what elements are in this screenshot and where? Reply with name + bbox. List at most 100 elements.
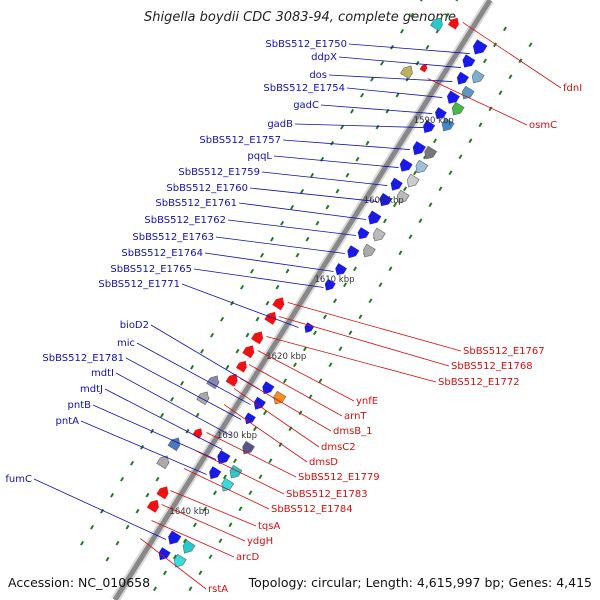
forward-context-block-8 [396,189,410,204]
reverse-gene-3 [272,297,285,311]
forward-gene-7 [412,141,426,156]
forward-gene-20 [217,450,231,465]
forward-context-block-6 [415,159,429,174]
forward-gene-11 [368,210,382,225]
reverse-label-leader [161,504,246,542]
forward-gene-label: SbBS512_E1765 [110,264,192,275]
reverse-label-leader [183,468,270,510]
forward-context-block-10 [363,243,376,258]
reverse-label-leader [240,378,332,432]
forward-gene-label: mic [117,338,135,349]
forward-label-leader [249,187,378,202]
forward-label-leader [294,123,424,128]
forward-label-leader [328,74,453,82]
forward-gene-4 [447,90,460,104]
forward-gene-21 [209,466,222,480]
genome-summary-label: Topology: circular; Length: 4,615,997 bp… [248,575,592,590]
forward-gene-label: SbBS512_E1757 [199,135,281,146]
forward-gene-label: SbBS512_E1754 [263,83,345,94]
forward-label-leader [215,236,345,254]
reverse-label-leader [195,450,285,495]
reverse-gene-label: ydgH [247,536,273,547]
reverse-label-leader [248,364,343,417]
forward-gene-1 [472,39,488,55]
reverse-label-leader [223,404,308,463]
reverse-gene-10 [156,486,169,500]
axis-tick-label: 1610 kbp [314,275,354,285]
reverse-label-leader [139,538,207,590]
reverse-gene-11 [146,499,159,513]
forward-gene-label: pqqL [247,151,272,162]
reverse-gene-7 [235,360,247,373]
axis-tick-label: 1630 kbp [217,431,257,441]
forward-gene-label: fumC [5,474,32,485]
forward-gene-label: gadC [293,100,319,111]
reverse-label-leader [151,520,235,558]
forward-context-block-5 [424,145,438,160]
reverse-label-leader [257,350,355,402]
forward-context-block-9 [373,227,386,242]
axis-tick-label: 1620 kbp [266,352,306,362]
reverse-label-leader [287,302,462,352]
forward-label-leader [282,139,410,150]
forward-label-leader [33,478,167,540]
genome-title: Shigella boydii CDC 3083-94, complete ge… [143,10,457,25]
forward-gene-10 [379,192,393,207]
forward-gene-18 [253,396,266,410]
reverse-label-leader [170,490,257,527]
reverse-label-leader [462,22,562,89]
forward-gene-label: SbBS512_E1781 [42,353,124,364]
forward-gene-label: pntA [56,416,80,427]
forward-label-leader [238,202,367,220]
forward-gene-label: SbBS512_E1761 [155,198,237,209]
reverse-label-leader [233,388,320,448]
forward-gene-19 [244,412,256,425]
sequence-backbone [112,0,493,600]
forward-gene-label: pntB [68,400,92,411]
reverse-gene-label: arcD [236,552,260,563]
forward-gene-17 [262,381,275,395]
forward-label-leader [348,43,470,54]
reverse-gene-label: SbBS512_E1767 [463,346,545,357]
forward-gene-9 [390,177,403,191]
forward-context-block-15 [182,539,196,554]
forward-context-block-3 [451,101,465,116]
forward-gene-label: SbBS512_E1771 [98,279,180,290]
forward-label-leader [150,324,260,390]
reverse-gene-label: dmsC2 [321,442,356,453]
reverse-gene-label: dmsB_1 [333,426,373,437]
forward-gene-label: SbBS512_E1764 [121,248,203,259]
forward-context-block-7 [406,173,420,188]
forward-gene-15 [324,278,336,291]
reverse-gene-label: SbBS512_E1783 [286,489,368,500]
axis-tick-label: 1640 kbp [169,507,209,517]
forward-gene-label: mdtJ [80,384,103,395]
forward-context-block-12 [242,440,255,455]
reverse-gene-5 [251,331,264,345]
reverse-label-leader [266,336,437,383]
reverse-context-block-1 [430,17,443,32]
forward-gene-label: gadB [267,119,293,130]
reverse-gene-label: ynfE [356,396,378,407]
forward-gene-6 [423,120,436,133]
axis-tick-label: 1590 kbp [414,116,454,126]
reverse-context-block-3 [206,375,219,390]
forward-label-leader [261,171,388,186]
forward-label-leader [320,104,433,114]
forward-label-leader [115,372,232,436]
reverse-gene-label: dmsD [309,457,338,468]
forward-gene-5 [435,107,447,120]
forward-gene-label: SbBS512_E1750 [265,39,347,50]
reverse-gene-4 [264,311,277,325]
forward-label-leader [80,420,207,475]
forward-gene-label: SbBS512_E1760 [166,183,248,194]
reverse-gene-9 [192,428,203,439]
reverse-label-leader [206,432,297,478]
forward-gene-label: SbBS512_E1763 [132,232,214,243]
reverse-context-block-2 [400,65,413,80]
forward-label-leader [273,155,399,168]
reverse-context-block-6 [156,455,169,470]
forward-context-block-16 [173,553,187,568]
forward-gene-3 [456,71,469,85]
